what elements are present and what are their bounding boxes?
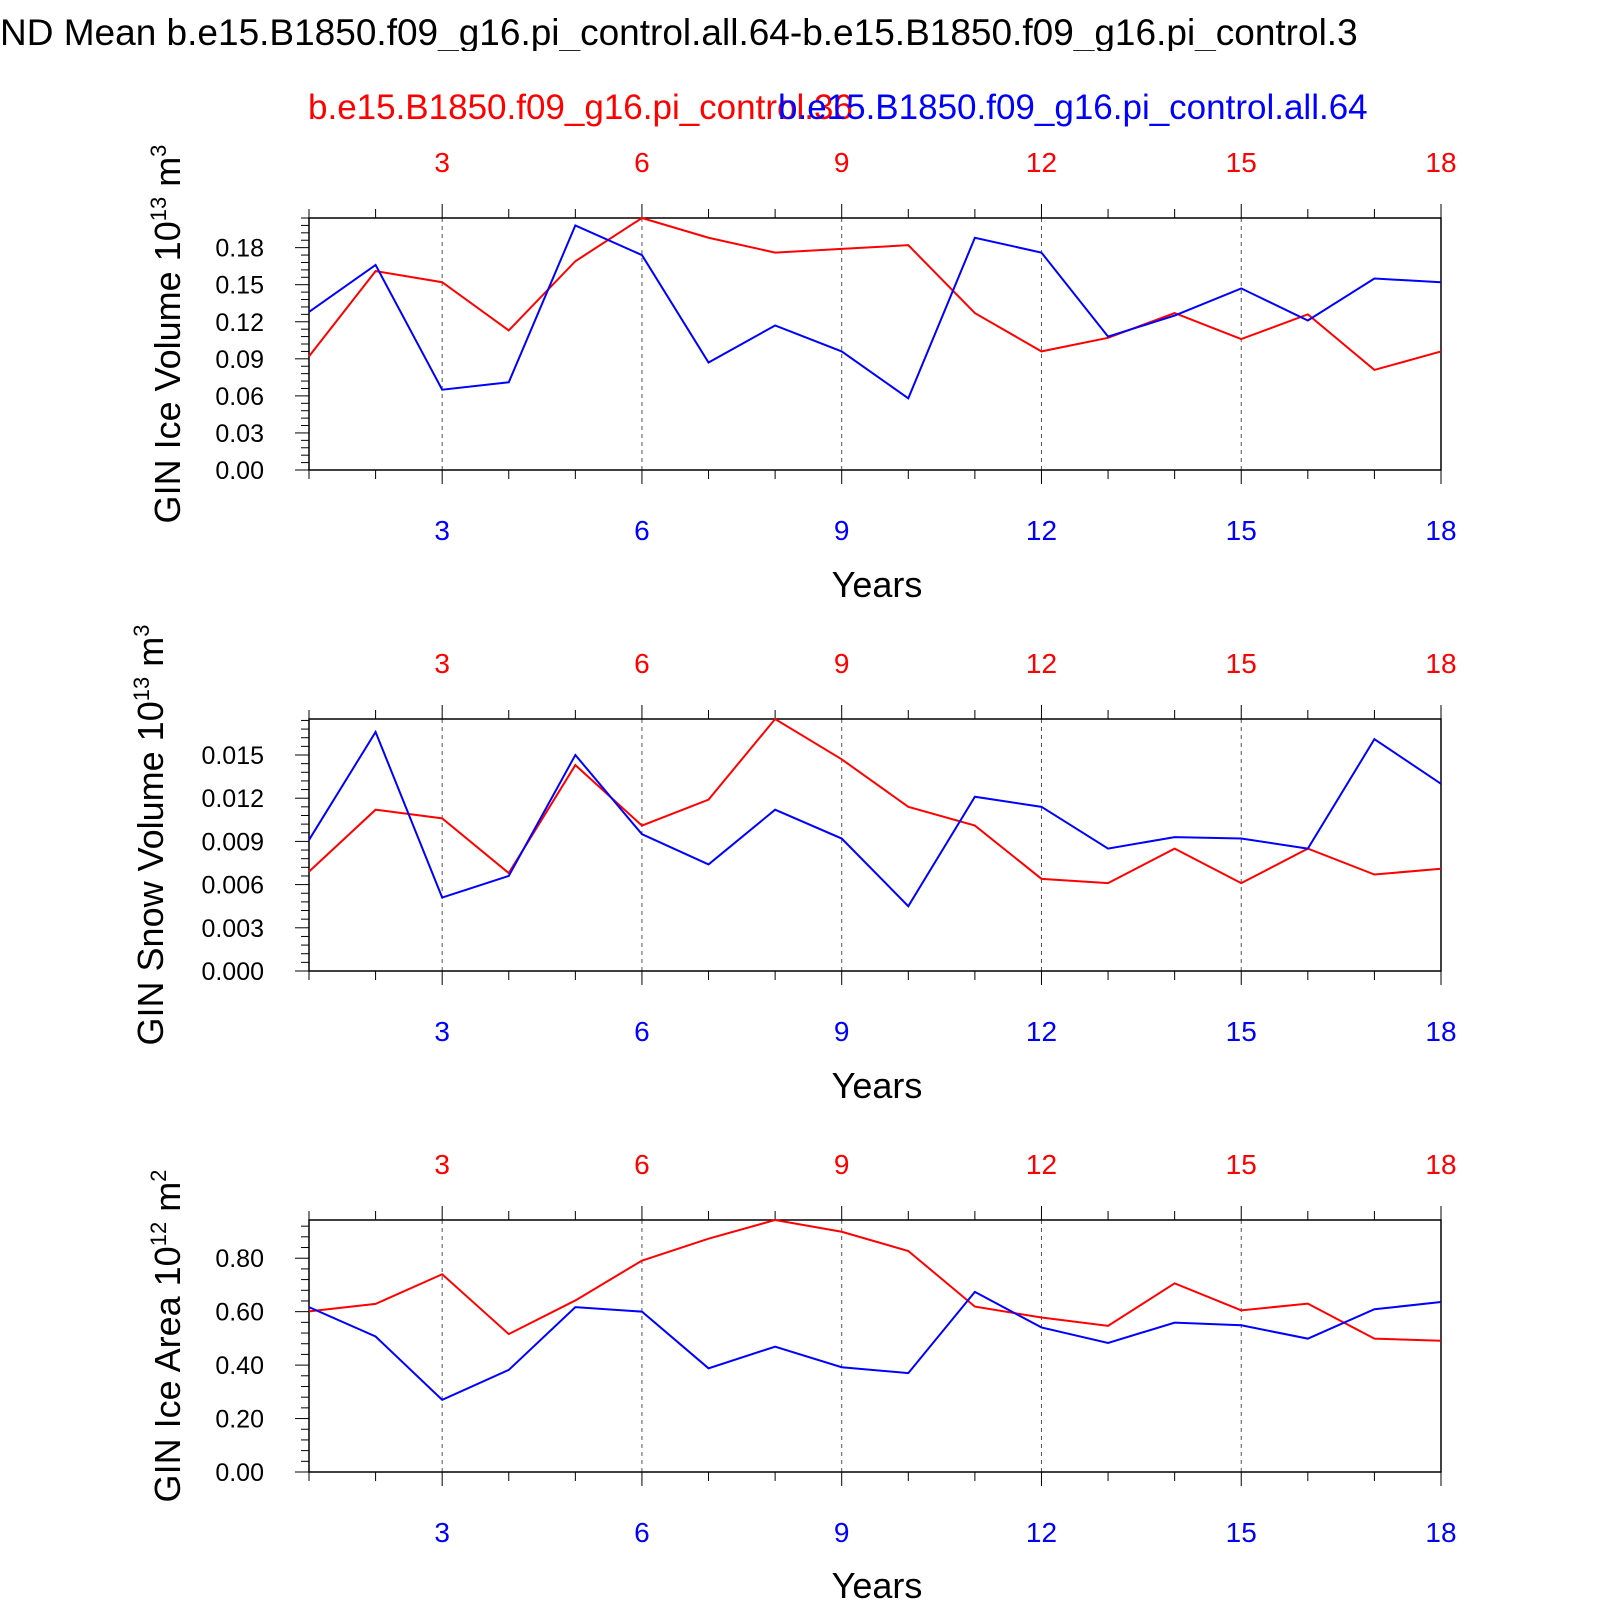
series-line-red — [308, 1218, 1442, 1342]
y-tick-label: 0.40 — [215, 1352, 264, 1380]
x-tick-label-bottom: 3 — [434, 1517, 450, 1548]
y-axis-label: GIN Snow Volume 1013 m3 — [129, 625, 171, 1046]
x-tick-label-bottom: 6 — [634, 515, 650, 546]
plot-frame — [308, 1219, 1442, 1473]
y-tick-label: 0.009 — [201, 828, 264, 856]
x-tick-label-top: 9 — [834, 1149, 850, 1180]
y-tick-label: 0.09 — [215, 346, 264, 374]
x-tick-label-bottom: 12 — [1026, 1016, 1057, 1047]
x-tick-label-top: 6 — [634, 1149, 650, 1180]
panel-3: 0.00 0.20 0.40 0.60 0.80 3 3 6 6 9 9 12 12 15 15 18 18 Ye… — [146, 1149, 1457, 1600]
y-tick-label: 0.006 — [201, 872, 264, 900]
x-axis-label: Years — [832, 1065, 923, 1106]
y-tick-label: 0.60 — [215, 1299, 264, 1327]
y-tick-label: 0.12 — [215, 309, 264, 337]
series-line-red — [308, 717, 1442, 885]
x-tick-label-top: 9 — [834, 648, 850, 679]
series-line-blue — [308, 224, 1442, 400]
x-tick-label-bottom: 18 — [1425, 1016, 1456, 1047]
y-tick-label: 0.18 — [215, 235, 264, 263]
x-tick-label-bottom: 9 — [834, 1016, 850, 1047]
legend-blue-series: b.e15.B1850.f09_g16.pi_control.all.64 — [778, 88, 1368, 127]
y-tick-label: 0.003 — [201, 915, 264, 943]
series-line-red — [308, 216, 1442, 372]
y-tick-label: 0.20 — [215, 1406, 264, 1434]
x-tick-label-top: 6 — [634, 147, 650, 178]
x-tick-label-top: 15 — [1226, 648, 1257, 679]
x-tick-label-bottom: 3 — [434, 515, 450, 546]
x-tick-label-bottom: 9 — [834, 515, 850, 546]
y-tick-label: 0.15 — [215, 272, 264, 300]
x-axis-label: Years — [832, 1565, 923, 1600]
x-tick-label-top: 9 — [834, 147, 850, 178]
x-tick-label-bottom: 15 — [1226, 1016, 1257, 1047]
x-axis-label: Years — [832, 564, 923, 605]
x-tick-label-bottom: 15 — [1226, 515, 1257, 546]
plot-frame — [308, 718, 1442, 972]
x-tick-label-bottom: 3 — [434, 1016, 450, 1047]
y-tick-label: 0.00 — [215, 1459, 264, 1487]
series-line-blue — [308, 1290, 1442, 1402]
x-tick-label-top: 3 — [434, 147, 450, 178]
x-tick-label-bottom: 6 — [634, 1517, 650, 1548]
x-tick-label-top: 15 — [1226, 1149, 1257, 1180]
y-tick-label: 0.012 — [201, 785, 264, 813]
plot-frame — [308, 217, 1442, 471]
x-tick-label-bottom: 12 — [1026, 515, 1057, 546]
x-tick-label-top: 18 — [1425, 147, 1456, 178]
x-tick-label-top: 18 — [1425, 1149, 1456, 1180]
x-tick-label-top: 6 — [634, 648, 650, 679]
x-tick-label-bottom: 9 — [834, 1517, 850, 1548]
y-axis-label: GIN Ice Volume 1013 m3 — [146, 145, 188, 524]
y-tick-label: 0.00 — [215, 457, 264, 485]
x-tick-label-bottom: 15 — [1226, 1517, 1257, 1548]
legend-red-series: b.e15.B1850.f09_g16.pi_control.36 — [308, 88, 853, 127]
panel-1: 0.00 0.03 0.06 0.09 0.12 0.15 0.18 3 3 6 6 9 9 12 12 15… — [146, 145, 1457, 605]
y-tick-label: 0.03 — [215, 420, 264, 448]
main-title: ND Mean b.e15.B1850.f09_g16.pi_control.a… — [0, 14, 1358, 51]
y-tick-label: 0.015 — [201, 742, 264, 770]
x-tick-label-bottom: 18 — [1425, 1517, 1456, 1548]
x-tick-label-top: 3 — [434, 1149, 450, 1180]
y-tick-label: 0.80 — [215, 1245, 264, 1273]
x-tick-label-top: 12 — [1026, 147, 1057, 178]
x-tick-label-bottom: 12 — [1026, 1517, 1057, 1548]
x-tick-label-top: 3 — [434, 648, 450, 679]
x-tick-label-top: 18 — [1425, 648, 1456, 679]
x-tick-label-top: 12 — [1026, 1149, 1057, 1180]
y-tick-label: 0.06 — [215, 383, 264, 411]
panel-2: 0.000 0.003 0.006 0.009 0.012 0.015 3 3 6 6 9 9 12 12… — [129, 625, 1457, 1106]
x-tick-label-top: 12 — [1026, 648, 1057, 679]
x-tick-label-bottom: 18 — [1425, 515, 1456, 546]
y-axis-label: GIN Ice Area 1012 m2 — [146, 1170, 188, 1503]
x-tick-label-bottom: 6 — [634, 1016, 650, 1047]
series-line-blue — [308, 729, 1442, 908]
y-tick-label: 0.000 — [201, 958, 264, 986]
x-tick-label-top: 15 — [1226, 147, 1257, 178]
